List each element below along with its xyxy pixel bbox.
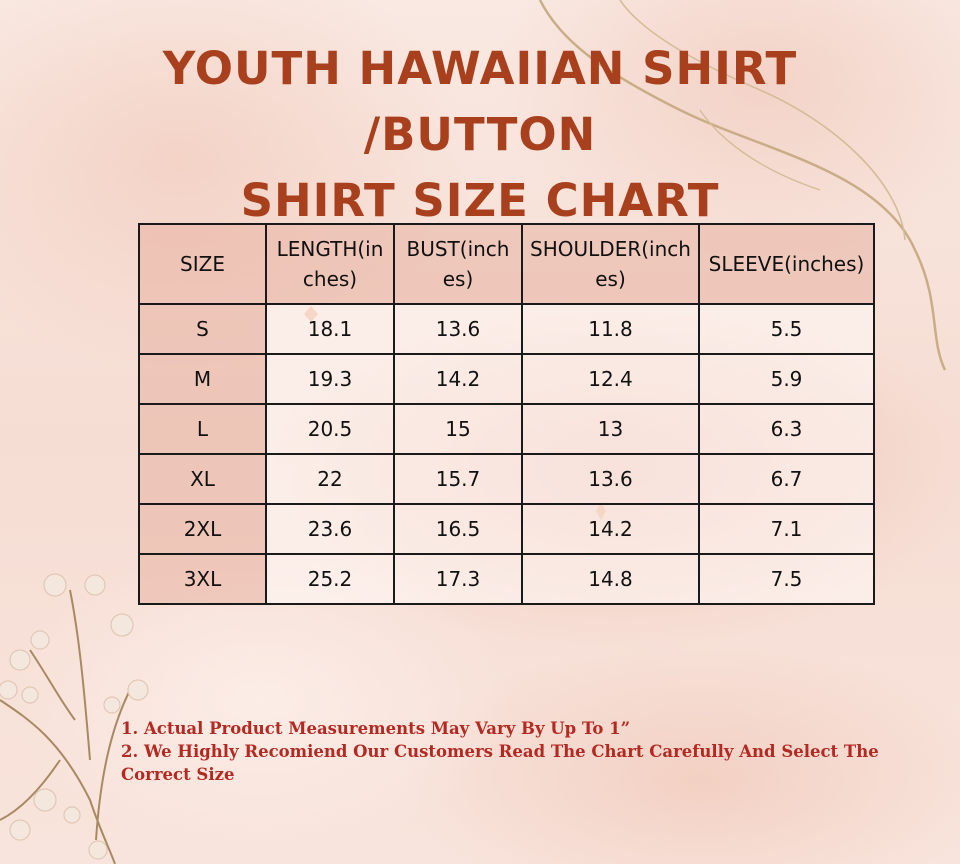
- shoulder-cell: 13.6: [521, 453, 700, 505]
- table-row: S 18.1 13.6 11.8 5.5: [138, 303, 875, 355]
- sleeve-cell: 6.3: [698, 403, 875, 455]
- shoulder-cell: 11.8: [521, 303, 700, 355]
- gold-line-decoration-3: [699, 109, 821, 191]
- length-cell: 18.1: [265, 303, 395, 355]
- size-cell: L: [138, 403, 267, 455]
- length-cell: 19.3: [265, 353, 395, 405]
- sleeve-cell: 7.1: [698, 503, 875, 555]
- length-cell: 25.2: [265, 553, 395, 605]
- title-line-1: YOUTH HAWAIIAN SHIRT /BUTTON: [162, 42, 798, 161]
- title-line-2: SHIRT SIZE CHART: [240, 174, 720, 227]
- bust-cell: 15.7: [393, 453, 523, 505]
- shoulder-cell: 13: [521, 403, 700, 455]
- sleeve-cell: 7.5: [698, 553, 875, 605]
- sleeve-cell: 5.5: [698, 303, 875, 355]
- note-measurement-variance: 1. Actual Product Measurements May Vary …: [121, 719, 631, 738]
- note-read-chart-carefully: 2. We Highly Recomiend Our Customers Rea…: [121, 742, 879, 784]
- shoulder-cell: 12.4: [521, 353, 700, 405]
- bust-cell: 14.2: [393, 353, 523, 405]
- header-shoulder: SHOULDER(inches): [521, 223, 700, 305]
- header-sleeve: SLEEVE(inches): [698, 223, 875, 305]
- page-title: YOUTH HAWAIIAN SHIRT /BUTTON SHIRT SIZE …: [40, 36, 920, 234]
- length-cell: 23.6: [265, 503, 395, 555]
- length-cell: 20.5: [265, 403, 395, 455]
- bust-cell: 17.3: [393, 553, 523, 605]
- header-length: LENGTH(inches): [265, 223, 395, 305]
- size-chart-table: SIZE LENGTH(inches) BUST(inches) SHOULDE…: [138, 223, 875, 605]
- table-row: XL 22 15.7 13.6 6.7: [138, 453, 875, 505]
- sleeve-cell: 5.9: [698, 353, 875, 405]
- bust-cell: 13.6: [393, 303, 523, 355]
- size-cell: M: [138, 353, 267, 405]
- length-cell: 22: [265, 453, 395, 505]
- shoulder-cell: 14.8: [521, 553, 700, 605]
- table-row: L 20.5 15 13 6.3: [138, 403, 875, 455]
- sleeve-cell: 6.7: [698, 453, 875, 505]
- table-row: M 19.3 14.2 12.4 5.9: [138, 353, 875, 405]
- gold-line-decoration: [538, 0, 947, 371]
- size-cell: 3XL: [138, 553, 267, 605]
- flower-buds: [0, 573, 149, 860]
- bust-cell: 15: [393, 403, 523, 455]
- size-cell: S: [138, 303, 267, 355]
- notes-section: 1. Actual Product Measurements May Vary …: [121, 717, 921, 786]
- gold-line-decoration-2: [619, 0, 906, 241]
- header-size: SIZE: [138, 223, 267, 305]
- table-row: 2XL 23.6 16.5 14.2 7.1: [138, 503, 875, 555]
- floral-branch-decoration: [0, 589, 131, 864]
- size-cell: XL: [138, 453, 267, 505]
- header-bust: BUST(inches): [393, 223, 523, 305]
- shoulder-cell: 14.2: [521, 503, 700, 555]
- table-header-row: SIZE LENGTH(inches) BUST(inches) SHOULDE…: [138, 223, 875, 305]
- size-cell: 2XL: [138, 503, 267, 555]
- bust-cell: 16.5: [393, 503, 523, 555]
- table-row: 3XL 25.2 17.3 14.8 7.5: [138, 553, 875, 605]
